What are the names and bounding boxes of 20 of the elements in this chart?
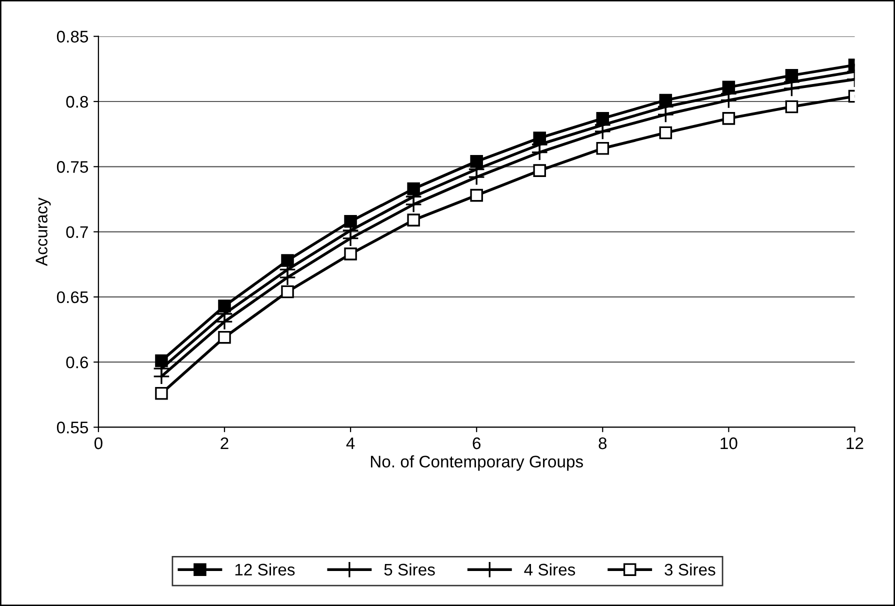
y-tick-label: 0.7 [66, 226, 88, 238]
y-tick-label: 0.8 [66, 96, 88, 108]
y-tick-label: 0.55 [56, 422, 88, 434]
y-axis-title: Accuracy [36, 198, 51, 266]
x-tick-label: 0 [94, 437, 102, 450]
x-tick-label: 10 [720, 437, 738, 450]
x-axis-title: No. of Contemporary Groups [370, 455, 583, 471]
x-tick-label: 4 [346, 438, 355, 450]
y-tick-label: 0.85 [56, 30, 88, 43]
legend-label: 5 Sires [384, 563, 435, 576]
y-tick-label: 0.6 [66, 356, 88, 368]
y-tick-label: 0.75 [56, 161, 88, 173]
legend-label: 3 Sires [664, 563, 716, 576]
legend-label: 12 Sires [235, 563, 295, 576]
y-tick-label: 0.65 [56, 291, 88, 304]
x-tick-label: 8 [598, 437, 607, 450]
legend-label: 4 Sires [524, 563, 576, 576]
x-tick-label: 6 [472, 437, 480, 450]
x-tick-label: 12 [846, 437, 864, 450]
x-tick-label: 2 [220, 437, 228, 450]
